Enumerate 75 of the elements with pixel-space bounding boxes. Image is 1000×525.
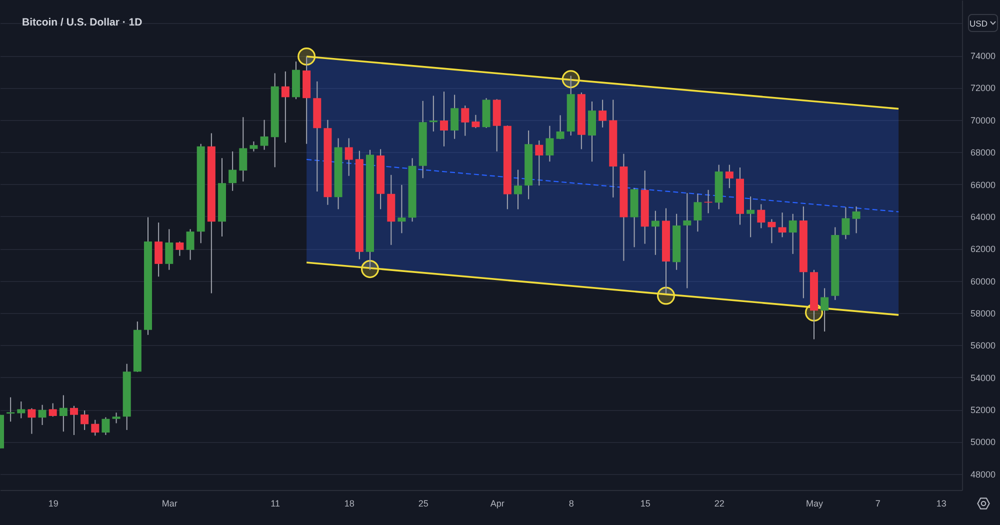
candlestick xyxy=(28,408,36,434)
point xyxy=(298,47,316,66)
x-tick-label: 11 xyxy=(270,498,280,508)
candlestick xyxy=(651,210,660,256)
candlestick xyxy=(852,206,860,234)
candlestick xyxy=(683,192,692,289)
candlestick xyxy=(112,412,120,424)
y-tick-label: 62000 xyxy=(970,244,996,254)
candlestick xyxy=(535,140,544,186)
candlestick xyxy=(440,91,448,147)
y-tick-label: 72000 xyxy=(970,83,996,94)
candlestick xyxy=(239,116,248,182)
candlestick xyxy=(281,70,290,144)
point xyxy=(360,260,380,278)
y-tick-label: 64000 xyxy=(970,212,996,222)
text: Bitcoin / U.S. Dollar · 1D xyxy=(22,16,143,28)
x-tick-label: 22 xyxy=(714,498,724,508)
candlestick xyxy=(842,206,850,240)
y-tick-label: 60000 xyxy=(970,276,996,286)
x-tick-label: Apr xyxy=(490,498,504,508)
x-tick-label: 7 xyxy=(875,498,880,508)
candlestick xyxy=(746,196,755,238)
x-tick-label: 13 xyxy=(936,498,946,508)
y-tick-label: 48000 xyxy=(970,469,996,480)
x-tick-label: May xyxy=(806,498,824,508)
candlestick xyxy=(250,140,258,152)
candlestick xyxy=(48,402,57,418)
candlestick xyxy=(165,228,174,270)
candlestick xyxy=(429,95,438,132)
candlestick xyxy=(788,213,797,254)
candlestick xyxy=(450,94,459,140)
candlestick xyxy=(820,288,829,332)
candlestick xyxy=(344,138,353,176)
x-tick-label: 8 xyxy=(568,498,574,508)
x-tick-label: Mar xyxy=(162,498,178,508)
candlestick xyxy=(556,114,564,140)
candlestick xyxy=(70,405,78,436)
point xyxy=(562,70,580,88)
candlestick xyxy=(694,193,702,232)
candlestick xyxy=(546,125,554,162)
y-tick-label: 74000 xyxy=(970,51,996,62)
candlestick xyxy=(59,394,68,432)
candlestick xyxy=(461,105,470,136)
x-tick-label: 18 xyxy=(344,498,354,508)
candlestick xyxy=(514,169,522,210)
y-tick-label: 58000 xyxy=(970,308,996,318)
y-tick-label: 68000 xyxy=(970,148,996,158)
candlestick xyxy=(38,404,46,426)
candlestick xyxy=(176,241,184,256)
y-axis-title: USD xyxy=(970,18,988,28)
y-tick-label: 52000 xyxy=(970,405,996,416)
candlestick xyxy=(598,99,607,128)
candlestick xyxy=(260,119,268,150)
candlestick xyxy=(80,410,89,430)
candlestick xyxy=(472,114,480,129)
candlestick xyxy=(91,419,100,436)
y-tick-label: 66000 xyxy=(970,180,996,190)
point xyxy=(656,286,676,305)
x-tick-label: 19 xyxy=(48,498,58,508)
x-tick-label: 15 xyxy=(640,498,650,508)
candlestick xyxy=(768,218,776,244)
candlestick xyxy=(725,164,734,189)
y-tick-label: 56000 xyxy=(970,340,996,351)
candlestick xyxy=(154,222,163,278)
candlestick xyxy=(186,228,194,260)
candlestick xyxy=(757,204,766,229)
y-tick-label: 70000 xyxy=(970,115,996,126)
candlestick xyxy=(102,416,110,436)
candlestick xyxy=(778,212,786,238)
x-tick-label: 25 xyxy=(418,498,428,508)
candlestick xyxy=(398,184,406,234)
y-tick-label: 54000 xyxy=(970,372,996,383)
y-tick-label: 50000 xyxy=(970,437,996,448)
candlestick xyxy=(17,400,26,419)
candlestick xyxy=(228,150,237,192)
